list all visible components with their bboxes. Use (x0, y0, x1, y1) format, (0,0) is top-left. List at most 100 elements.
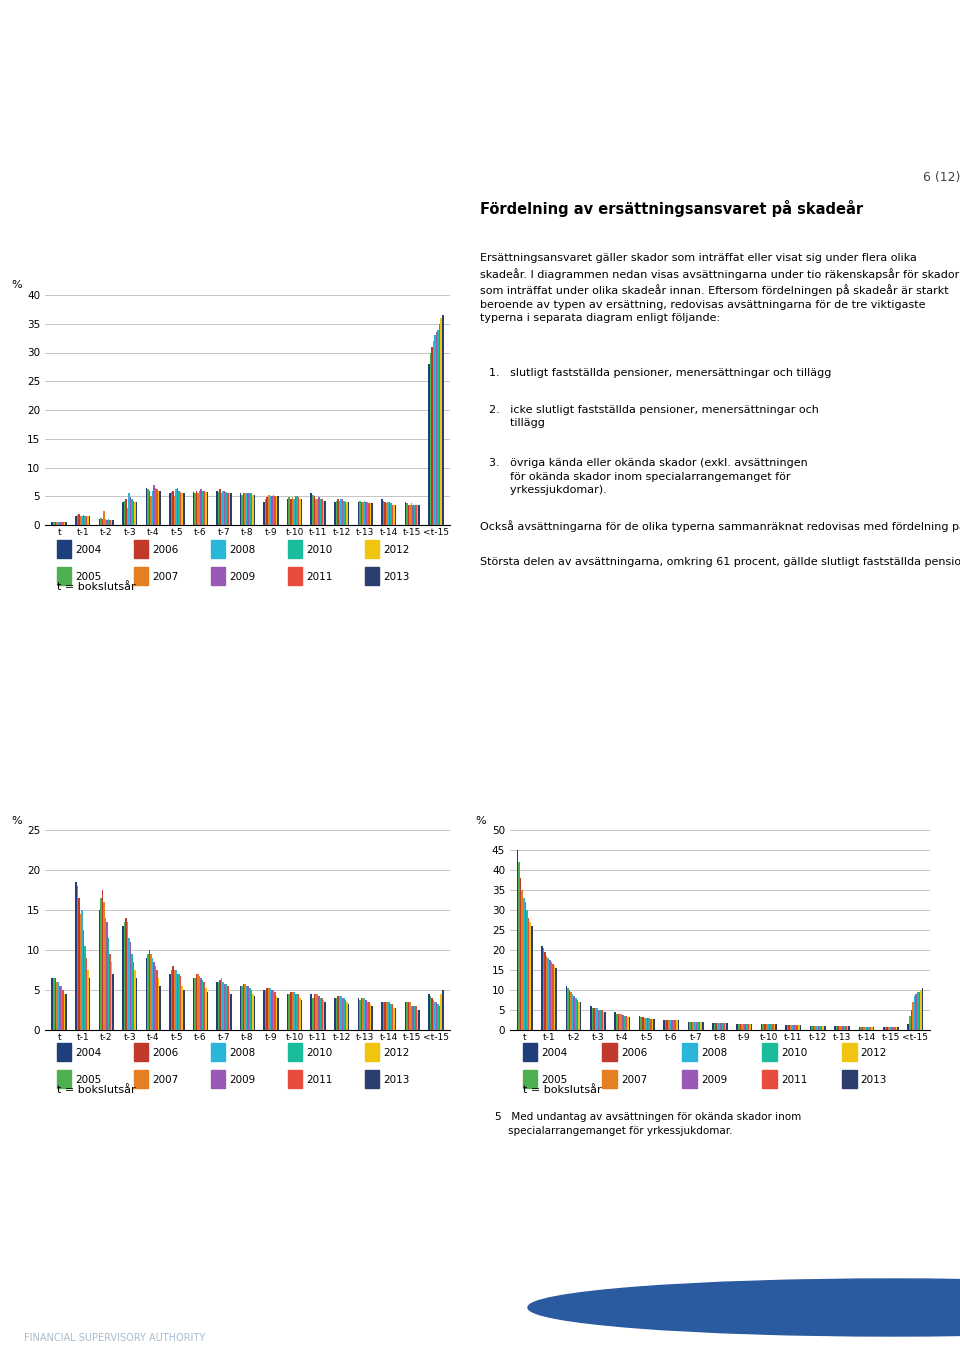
Text: 2.   icke slutligt fastställda pensioner, menersättningar och
      tillägg: 2. icke slutligt fastställda pensioner, … (489, 405, 819, 428)
Bar (842, 1026, 844, 1030)
Bar (149, 491, 151, 525)
Bar (419, 1010, 420, 1030)
Bar (411, 503, 413, 525)
Bar (172, 966, 174, 1030)
Bar (364, 998, 365, 1030)
Bar (314, 496, 315, 525)
Bar (270, 989, 271, 1030)
Text: 2012: 2012 (861, 1048, 887, 1059)
Bar (417, 1010, 419, 1030)
Bar (912, 1002, 914, 1030)
Bar (65, 994, 67, 1030)
Text: 2004: 2004 (541, 1048, 567, 1059)
Text: Undersökning av lönsamheten inom lagstadgad: Undersökning av lönsamheten inom lagstad… (24, 28, 773, 56)
Bar (577, 999, 578, 1030)
Bar (626, 1015, 627, 1030)
Bar (211, 566, 226, 585)
Bar (151, 496, 152, 525)
Bar (268, 495, 270, 525)
Bar (102, 519, 103, 525)
Bar (627, 1017, 629, 1030)
Bar (391, 503, 392, 525)
Bar (896, 1026, 898, 1030)
Bar (386, 1002, 387, 1030)
Bar (873, 1026, 875, 1030)
Bar (381, 1002, 383, 1030)
Bar (394, 504, 395, 525)
Text: 2007: 2007 (153, 572, 179, 582)
Bar (384, 502, 386, 525)
Bar (687, 1022, 689, 1030)
Bar (298, 498, 300, 525)
Y-axis label: %: % (475, 816, 486, 826)
Text: 2005: 2005 (541, 1075, 567, 1085)
Bar (883, 1026, 884, 1030)
Bar (296, 496, 298, 525)
Bar (718, 1022, 720, 1030)
Bar (590, 1006, 591, 1030)
Bar (604, 1011, 606, 1030)
Bar (920, 990, 922, 1030)
Bar (408, 1002, 409, 1030)
Text: 5   Med undantag av avsättningen för okända skador inom
    specialarrangemanget: 5 Med undantag av avsättningen för okänd… (495, 1112, 802, 1135)
Bar (683, 1042, 697, 1061)
Bar (288, 539, 302, 558)
Bar (598, 1010, 599, 1030)
Text: 2012: 2012 (383, 545, 410, 555)
Bar (82, 911, 83, 1030)
Bar (340, 997, 342, 1030)
Bar (676, 1020, 678, 1030)
Bar (431, 347, 433, 525)
Bar (198, 974, 199, 1030)
Bar (226, 492, 227, 525)
Bar (428, 994, 430, 1030)
Bar (132, 500, 134, 525)
Bar (263, 502, 265, 525)
Bar (87, 516, 88, 525)
Bar (218, 982, 220, 1030)
Bar (413, 1006, 414, 1030)
Bar (290, 991, 292, 1030)
Text: 2012: 2012 (383, 1048, 410, 1059)
Bar (521, 890, 523, 1030)
Bar (288, 1042, 302, 1061)
Bar (787, 1025, 788, 1030)
Bar (65, 522, 67, 525)
Bar (844, 1026, 845, 1030)
Bar (406, 1002, 408, 1030)
Bar (419, 504, 420, 525)
Text: 2013: 2013 (383, 1075, 410, 1085)
Bar (392, 504, 394, 525)
Bar (99, 519, 100, 525)
Bar (336, 998, 337, 1030)
Bar (221, 494, 223, 525)
Bar (638, 1015, 640, 1030)
Bar (764, 1024, 766, 1030)
Bar (772, 1024, 774, 1030)
Bar (227, 986, 228, 1030)
Bar (442, 315, 444, 525)
Bar (701, 1022, 702, 1030)
Bar (109, 954, 110, 1030)
Bar (370, 1005, 372, 1030)
Bar (345, 999, 347, 1030)
Bar (99, 911, 100, 1030)
Bar (85, 958, 87, 1030)
Bar (176, 970, 177, 1030)
Bar (323, 999, 324, 1030)
Text: Diagram 11. Avsättningar för slutligt fastställa
pensioner, menersättningar och : Diagram 11. Avsättningar för slutligt fa… (42, 202, 336, 243)
Bar (348, 1005, 349, 1030)
Text: Också avsättningarna för de olika typerna sammanräknat redovisas med fördelning : Också avsättningarna för de olika typern… (480, 519, 960, 531)
Bar (428, 364, 430, 525)
Bar (105, 519, 107, 525)
Bar (252, 994, 253, 1030)
Bar (78, 514, 80, 525)
Bar (919, 993, 920, 1030)
Bar (75, 882, 77, 1030)
Bar (77, 886, 78, 1030)
Bar (52, 978, 53, 1030)
Bar (572, 994, 573, 1030)
Bar (320, 499, 322, 525)
Bar (240, 494, 241, 525)
Bar (100, 518, 102, 525)
